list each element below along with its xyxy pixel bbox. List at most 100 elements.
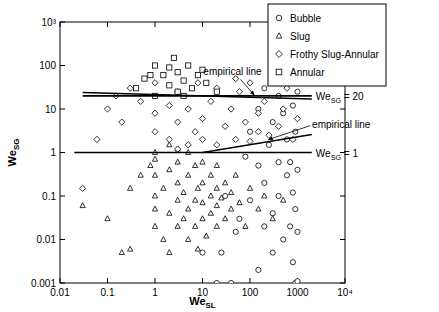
annotation-arrow — [241, 79, 255, 95]
point — [228, 206, 233, 211]
point — [175, 70, 180, 75]
point — [270, 216, 275, 221]
point — [237, 216, 242, 221]
text-part: SG — [331, 153, 342, 162]
point — [175, 197, 180, 202]
point — [195, 80, 201, 86]
point — [152, 110, 158, 116]
x-tick — [345, 278, 346, 283]
y-tick-label: 100 — [39, 60, 56, 71]
annotation-arrowhead — [268, 136, 273, 140]
annotation: empirical line — [203, 66, 262, 77]
point — [214, 185, 219, 190]
y-tick — [340, 109, 345, 110]
y-axis-label: WeSG — [6, 139, 21, 167]
point — [295, 229, 300, 234]
point — [119, 119, 125, 125]
point — [219, 250, 224, 255]
x-tick — [155, 22, 156, 27]
y-tick — [60, 152, 65, 153]
x-tick — [202, 278, 203, 283]
point — [167, 250, 172, 255]
point — [142, 76, 147, 81]
point — [233, 229, 238, 234]
y-tick — [60, 22, 65, 23]
point — [189, 86, 194, 91]
legend-marker — [276, 69, 282, 75]
point — [270, 119, 275, 124]
point — [208, 193, 213, 198]
point — [233, 136, 239, 142]
point — [138, 172, 143, 177]
point — [181, 190, 186, 195]
point — [233, 172, 238, 177]
point — [214, 89, 219, 94]
point — [199, 116, 205, 122]
point — [161, 237, 166, 242]
point — [214, 203, 219, 208]
legend-label: Frothy Slug-Annular — [290, 49, 380, 60]
point — [276, 193, 281, 198]
y-tick — [340, 239, 345, 240]
text-part: = 1 — [341, 148, 358, 159]
legend-box — [268, 4, 386, 86]
chart: 0.010.1110100100010⁴0.0010.010.111010010… — [0, 0, 439, 312]
point — [152, 80, 158, 86]
point — [171, 55, 176, 60]
point — [175, 89, 180, 94]
point — [228, 280, 233, 283]
point — [204, 80, 209, 85]
point — [214, 142, 220, 148]
point — [185, 106, 191, 112]
point — [262, 193, 267, 198]
point — [290, 103, 295, 108]
point — [186, 206, 191, 211]
point — [255, 110, 261, 116]
point — [192, 129, 198, 135]
x-tick — [202, 22, 203, 27]
y-tick — [60, 283, 65, 284]
x-tick — [60, 22, 61, 27]
point — [208, 210, 213, 215]
line — [83, 92, 312, 99]
point — [167, 83, 172, 88]
point — [280, 106, 286, 112]
legend-marker — [276, 33, 282, 38]
point — [204, 233, 209, 238]
text-part: We — [6, 150, 18, 166]
x-tick — [60, 278, 61, 283]
point — [152, 206, 157, 211]
point — [228, 190, 233, 195]
point — [243, 154, 248, 159]
point — [290, 190, 295, 195]
point — [214, 280, 219, 283]
text-part: We — [316, 148, 331, 159]
point — [295, 167, 300, 172]
point — [161, 73, 166, 78]
point — [200, 200, 205, 205]
point — [193, 197, 198, 202]
point — [208, 172, 213, 177]
y-tick — [340, 283, 345, 284]
y-tick — [340, 196, 345, 197]
point — [133, 86, 138, 91]
y-tick-label: 0.1 — [42, 191, 56, 202]
point — [186, 237, 191, 242]
point — [214, 223, 219, 228]
x-tick-label: 0.01 — [50, 287, 70, 298]
line-label: WeSG = 1 — [316, 148, 359, 162]
point — [148, 73, 153, 78]
point — [175, 146, 181, 152]
y-tick-label: 0.001 — [31, 278, 56, 289]
point — [200, 159, 205, 164]
point — [148, 163, 153, 168]
point — [222, 123, 228, 129]
point — [175, 159, 180, 164]
point — [243, 223, 248, 228]
point — [276, 160, 281, 165]
x-tick — [107, 278, 108, 283]
point — [223, 193, 228, 198]
point — [281, 197, 286, 202]
point — [247, 198, 252, 203]
point — [195, 246, 200, 251]
